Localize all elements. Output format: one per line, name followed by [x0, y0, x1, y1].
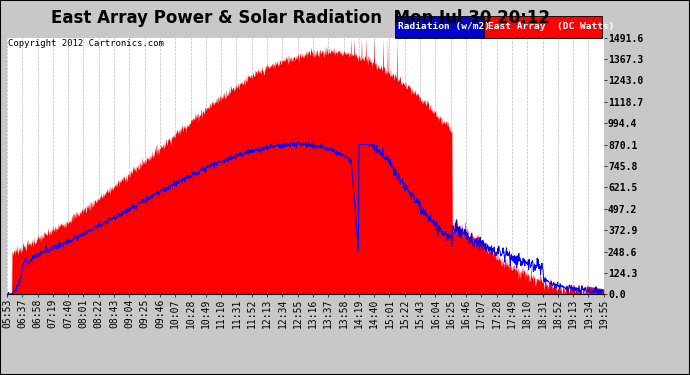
- Text: East Array Power & Solar Radiation  Mon Jul 30 20:12: East Array Power & Solar Radiation Mon J…: [50, 9, 550, 27]
- Text: East Array  (DC Watts): East Array (DC Watts): [488, 22, 614, 31]
- Text: Copyright 2012 Cartronics.com: Copyright 2012 Cartronics.com: [8, 39, 164, 48]
- Text: Radiation (w/m2): Radiation (w/m2): [398, 22, 490, 31]
